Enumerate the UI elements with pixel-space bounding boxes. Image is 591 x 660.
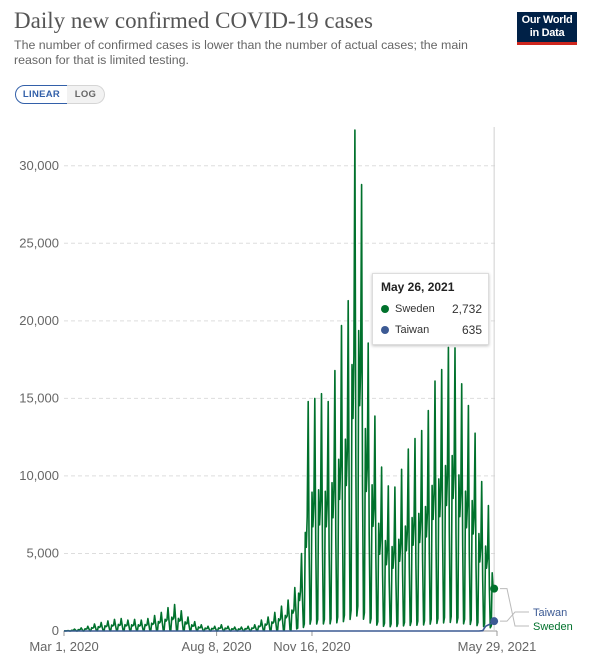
end-label-connector: [500, 588, 529, 627]
x-tick-label: Nov 16, 2020: [273, 639, 350, 654]
y-tick-label: 5,000: [26, 545, 59, 560]
taiwan-dot-icon: [381, 326, 389, 334]
sweden-dot-icon: [381, 305, 389, 313]
y-tick-label: 10,000: [19, 468, 59, 483]
tooltip-row-name: Taiwan: [395, 324, 430, 336]
chart-subtitle: The number of confirmed cases is lower t…: [14, 38, 468, 67]
x-tick-label: Aug 8, 2020: [182, 639, 252, 654]
chart-title: Daily new confirmed COVID-19 cases: [14, 8, 373, 33]
sweden-marker: [490, 584, 499, 593]
tooltip-date: May 26, 2021: [381, 280, 455, 294]
tooltip-row-name: Sweden: [395, 303, 435, 315]
y-axis-ticks: 0 5,000 10,000 15,000 20,000 25,000 30,000: [19, 158, 59, 638]
logo-line-1: Our World: [521, 14, 573, 26]
y-tick-label: 0: [52, 623, 59, 638]
end-labels: Taiwan Sweden: [500, 588, 573, 633]
x-tick-label: May 29, 2021: [458, 639, 537, 654]
tooltip-row-taiwan: Taiwan 635: [381, 323, 482, 337]
tooltip-row-value: 635: [461, 323, 482, 337]
hover-markers: [490, 584, 499, 626]
x-tick-label: Mar 1, 2020: [29, 639, 98, 654]
y-tick-label: 30,000: [19, 158, 59, 173]
owid-logo[interactable]: Our World in Data: [517, 12, 577, 45]
end-label: Sweden: [533, 621, 573, 633]
x-axis-ticks: Mar 1, 2020 Aug 8, 2020 Nov 16, 2020 May 29…: [29, 631, 536, 654]
end-label-connector: [500, 611, 529, 622]
logo-line-2: in Data: [529, 26, 565, 39]
tooltip-row-sweden: Sweden 2,732: [381, 302, 482, 316]
hover-tooltip: May 26, 2021 Sweden 2,732 Taiwan 635: [372, 273, 489, 345]
taiwan-marker: [490, 617, 499, 626]
y-tick-label: 25,000: [19, 235, 59, 250]
y-tick-label: 20,000: [19, 313, 59, 328]
y-tick-label: 15,000: [19, 390, 59, 405]
log-scale-button[interactable]: LOG: [67, 85, 105, 104]
sweden-line: [63, 129, 495, 632]
tooltip-row-value: 2,732: [451, 302, 482, 316]
end-label: Taiwan: [533, 607, 567, 619]
linear-scale-button[interactable]: LINEAR: [15, 85, 68, 104]
series-lines: [63, 129, 497, 632]
